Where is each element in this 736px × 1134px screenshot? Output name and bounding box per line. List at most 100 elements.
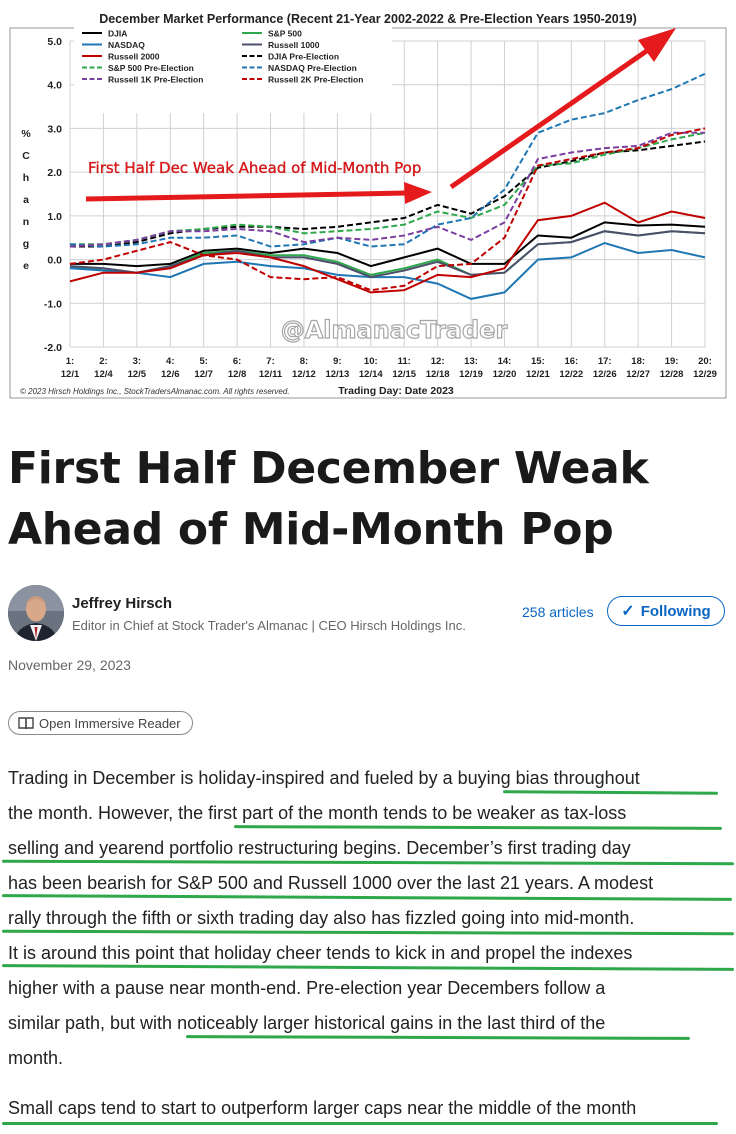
article-paragraph-1: Trading in December is holiday-inspired …	[8, 761, 733, 1076]
y-axis-label-char: %	[21, 128, 31, 140]
x-tick-label: 10:	[364, 356, 378, 367]
paragraph-line: Small caps tend to start to outperform l…	[8, 1098, 637, 1118]
x-tick-label: 12/21	[526, 369, 550, 380]
x-tick-label: 12/14	[359, 369, 383, 380]
x-tick-label: 11:	[398, 356, 411, 367]
book-icon	[18, 717, 34, 730]
x-tick-label: 12/4	[94, 369, 113, 380]
avatar[interactable]	[8, 585, 64, 641]
legend-entry: S&P 500	[268, 29, 302, 39]
y-axis-label-char: h	[23, 172, 29, 184]
paragraph-line: month.	[8, 1048, 64, 1068]
x-tick-label: 12/5	[128, 369, 147, 380]
y-tick-label: -2.0	[44, 342, 62, 354]
x-tick-label: 2:	[99, 356, 107, 367]
y-axis-label-char: e	[23, 260, 29, 272]
series-line	[69, 230, 706, 279]
x-axis-label: Trading Day: Date 2023	[338, 385, 454, 397]
series-line	[70, 221, 706, 268]
x-tick-label: 16:	[564, 356, 578, 367]
chart-svg: December Market Performance (Recent 21-Y…	[9, 12, 727, 399]
article-title: First Half December Weak Ahead of Mid-Mo…	[8, 443, 649, 555]
x-tick-label: 13:	[464, 356, 478, 367]
paragraph-line: similar path, but with noticeably larger…	[8, 1013, 606, 1033]
legend-entry: Russell 1K Pre-Election	[108, 75, 203, 85]
x-tick-label: 17:	[598, 356, 612, 367]
series-line	[69, 201, 706, 294]
chart-annotation: First Half Dec Weak Ahead of Mid-Month P…	[88, 159, 421, 177]
x-tick-label: 12/29	[693, 369, 717, 380]
author-block: Jeffrey Hirsch Editor in Chief at Stock …	[8, 585, 728, 645]
x-tick-label: 12/27	[626, 369, 650, 380]
watermark: @AlmanacTrader	[281, 316, 508, 344]
legend-entry: NASDAQ Pre-Election	[268, 63, 357, 73]
immersive-reader-label: Open Immersive Reader	[39, 715, 181, 731]
y-tick-label: 1.0	[47, 211, 62, 223]
y-tick-label: 5.0	[47, 36, 62, 48]
articles-count-link[interactable]: 258 articles	[522, 604, 594, 620]
y-axis-label-char: n	[23, 216, 29, 228]
x-tick-label: 1:	[66, 356, 74, 367]
paragraph-line: higher with a pause near month-end. Pre-…	[8, 978, 606, 998]
market-performance-chart: December Market Performance (Recent 21-Y…	[8, 0, 728, 400]
chart-title: December Market Performance (Recent 21-Y…	[99, 12, 637, 26]
trend-arrow-head	[638, 28, 676, 62]
x-tick-label: 19:	[665, 356, 679, 367]
y-tick-label: 3.0	[47, 123, 62, 135]
x-tick-label: 12/1	[61, 369, 80, 380]
x-tick-label: 3:	[133, 356, 141, 367]
legend-box	[74, 27, 392, 113]
highlight-underline	[2, 1122, 718, 1125]
series-line	[69, 241, 706, 300]
checkmark-icon: ✓	[621, 603, 635, 620]
x-tick-label: 12/7	[194, 369, 213, 380]
x-tick-label: 5:	[199, 356, 207, 367]
trend-arrow-shaft	[449, 47, 650, 190]
following-button[interactable]: ✓ Following	[607, 596, 725, 626]
y-axis-label-char: C	[22, 150, 30, 162]
x-tick-label: 12/26	[593, 369, 617, 380]
legend-entry: Russell 2000	[108, 52, 160, 62]
y-tick-label: 2.0	[47, 167, 62, 179]
x-tick-label: 14:	[498, 356, 512, 367]
paragraph-line: rally through the fifth or sixth trading…	[8, 908, 635, 928]
x-tick-label: 6:	[233, 356, 241, 367]
x-tick-label: 12/8	[228, 369, 247, 380]
x-tick-label: 4:	[166, 356, 174, 367]
chart-copyright: © 2023 Hirsch Holdings Inc., StockTrader…	[20, 387, 290, 396]
annotation-arrow-shaft	[85, 190, 407, 202]
x-tick-label: 12/15	[392, 369, 416, 380]
publish-date: November 29, 2023	[8, 657, 131, 673]
x-tick-label: 12/18	[426, 369, 450, 380]
x-tick-label: 12/12	[292, 369, 316, 380]
paragraph-line: has been bearish for S&P 500 and Russell…	[8, 873, 654, 893]
immersive-reader-button[interactable]: Open Immersive Reader	[8, 711, 193, 735]
author-photo-icon	[8, 585, 64, 641]
legend-entry: DJIA Pre-Election	[268, 52, 339, 62]
legend-entry: Russell 1000	[268, 40, 320, 50]
y-tick-label: -1.0	[44, 298, 62, 310]
x-tick-label: 12/11	[259, 369, 283, 380]
legend-entry: NASDAQ	[108, 40, 145, 50]
x-tick-label: 12:	[431, 356, 445, 367]
x-tick-label: 15:	[531, 356, 545, 367]
x-tick-label: 12/20	[493, 369, 517, 380]
y-tick-label: 0.0	[47, 255, 62, 267]
x-tick-label: 12/13	[325, 369, 349, 380]
paragraph-line: It is around this point that holiday che…	[8, 943, 633, 963]
following-label: Following	[640, 602, 711, 620]
x-tick-label: 18:	[631, 356, 645, 367]
author-role: Editor in Chief at Stock Trader's Almana…	[72, 618, 466, 633]
x-tick-label: 12/6	[161, 369, 180, 380]
x-tick-label: 20:	[698, 356, 712, 367]
y-axis-label-char: g	[23, 238, 29, 250]
paragraph-line: selling and yearend portfolio restructur…	[8, 838, 631, 858]
series-line	[69, 127, 706, 292]
x-tick-label: 7:	[266, 356, 274, 367]
annotation-arrow-head	[404, 182, 432, 204]
author-name[interactable]: Jeffrey Hirsch	[72, 595, 173, 612]
x-tick-label: 8:	[300, 356, 308, 367]
paragraph-line: the month. However, the first part of th…	[8, 803, 627, 823]
legend-entry: Russell 2K Pre-Election	[268, 75, 363, 85]
legend-entry: S&P 500 Pre-Election	[108, 63, 194, 73]
